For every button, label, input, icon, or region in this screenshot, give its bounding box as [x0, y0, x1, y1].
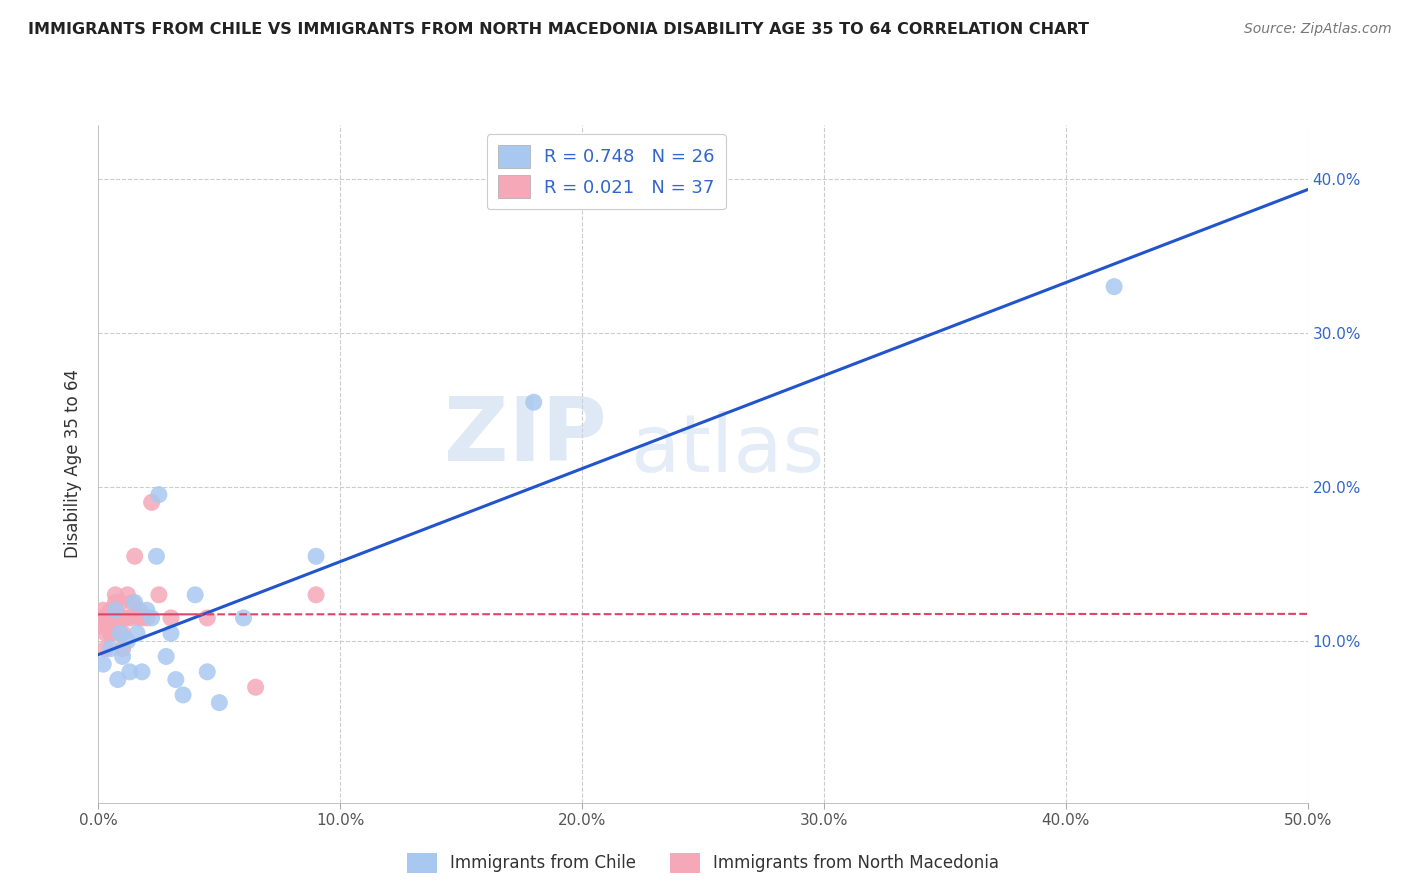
Point: [111, 641, 134, 656]
Point: [128, 603, 150, 617]
Point: [145, 549, 167, 564]
Point: [101, 626, 124, 640]
Point: [141, 611, 163, 625]
Point: [118, 611, 141, 625]
Text: IMMIGRANTS FROM CHILE VS IMMIGRANTS FROM NORTH MACEDONIA DISABILITY AGE 35 TO 64: IMMIGRANTS FROM CHILE VS IMMIGRANTS FROM…: [28, 22, 1090, 37]
Point: [94, 611, 117, 625]
Y-axis label: Disability Age 35 to 64: Disability Age 35 to 64: [65, 369, 83, 558]
Point: [135, 611, 157, 625]
Point: [131, 611, 153, 625]
Point: [100, 641, 122, 656]
Point: [165, 673, 187, 687]
Point: [107, 611, 129, 625]
Point: [100, 626, 122, 640]
Legend: Immigrants from Chile, Immigrants from North Macedonia: Immigrants from Chile, Immigrants from N…: [401, 847, 1005, 880]
Point: [131, 665, 153, 679]
Point: [172, 688, 194, 702]
Point: [195, 611, 218, 625]
Point: [124, 595, 146, 609]
Point: [127, 611, 149, 625]
Point: [91, 611, 114, 625]
Point: [97, 618, 120, 632]
Point: [94, 626, 117, 640]
Point: [91, 603, 114, 617]
Point: [114, 611, 136, 625]
Point: [100, 603, 122, 617]
Point: [208, 696, 231, 710]
Legend: R = 0.748   N = 26, R = 0.021   N = 37: R = 0.748 N = 26, R = 0.021 N = 37: [486, 134, 725, 210]
Point: [141, 495, 163, 509]
Point: [104, 595, 127, 609]
Point: [184, 588, 207, 602]
Point: [121, 595, 143, 609]
Point: [523, 395, 546, 409]
Point: [107, 611, 129, 625]
Text: atlas: atlas: [630, 411, 825, 490]
Point: [305, 588, 328, 602]
Point: [108, 595, 131, 609]
Point: [108, 626, 131, 640]
Point: [104, 588, 127, 602]
Point: [111, 611, 134, 625]
Point: [100, 611, 122, 625]
Point: [111, 649, 134, 664]
Point: [155, 649, 177, 664]
Point: [94, 641, 117, 656]
Point: [97, 611, 120, 625]
Point: [127, 626, 149, 640]
Point: [90, 618, 112, 632]
Point: [245, 680, 267, 694]
Point: [117, 588, 139, 602]
Point: [107, 673, 129, 687]
Point: [104, 603, 127, 617]
Point: [195, 665, 218, 679]
Point: [148, 588, 170, 602]
Point: [124, 549, 146, 564]
Point: [90, 611, 112, 625]
Point: [117, 634, 139, 648]
Text: Source: ZipAtlas.com: Source: ZipAtlas.com: [1244, 22, 1392, 37]
Point: [160, 626, 183, 640]
Point: [1102, 279, 1125, 293]
Text: ZIP: ZIP: [443, 393, 606, 480]
Point: [91, 657, 114, 672]
Point: [101, 611, 124, 625]
Point: [148, 488, 170, 502]
Point: [135, 603, 157, 617]
Point: [111, 626, 134, 640]
Point: [232, 611, 254, 625]
Point: [118, 665, 141, 679]
Point: [305, 549, 328, 564]
Point: [160, 611, 183, 625]
